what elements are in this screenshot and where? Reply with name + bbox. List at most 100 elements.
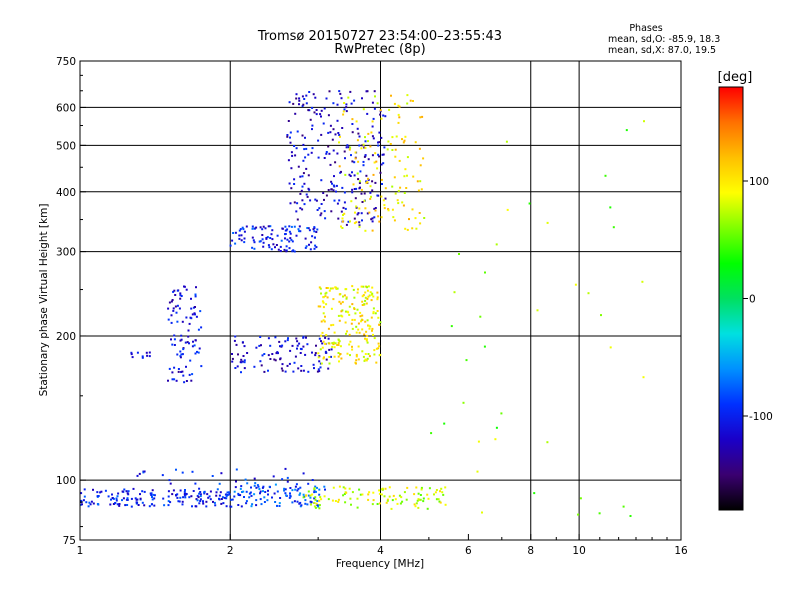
data-point bbox=[238, 234, 241, 237]
data-point bbox=[301, 105, 304, 108]
data-point bbox=[298, 97, 301, 100]
data-point bbox=[194, 339, 197, 342]
data-point bbox=[404, 168, 407, 171]
data-point bbox=[341, 220, 344, 223]
data-point bbox=[390, 507, 393, 510]
data-point bbox=[176, 493, 179, 496]
data-point bbox=[546, 221, 549, 224]
data-point bbox=[316, 504, 319, 506]
data-point bbox=[399, 186, 402, 189]
data-point bbox=[263, 370, 266, 373]
data-point bbox=[377, 347, 380, 350]
data-point bbox=[643, 120, 645, 123]
data-point bbox=[191, 470, 194, 473]
data-point bbox=[360, 285, 363, 288]
data-point bbox=[187, 329, 190, 332]
data-point bbox=[299, 207, 302, 210]
data-point bbox=[344, 288, 347, 291]
data-point bbox=[372, 499, 375, 502]
data-point bbox=[438, 500, 441, 503]
data-point bbox=[142, 471, 145, 474]
data-point bbox=[346, 352, 349, 355]
data-point bbox=[234, 367, 237, 369]
data-point bbox=[345, 297, 348, 300]
data-point bbox=[180, 295, 183, 297]
data-point bbox=[115, 499, 118, 502]
data-point bbox=[353, 222, 356, 225]
data-point bbox=[384, 115, 387, 118]
data-point bbox=[340, 97, 343, 100]
data-point bbox=[302, 335, 305, 338]
data-point bbox=[358, 144, 361, 147]
data-point bbox=[367, 158, 370, 161]
data-point bbox=[304, 353, 307, 356]
data-point bbox=[367, 285, 370, 288]
data-point bbox=[318, 507, 321, 510]
data-point bbox=[262, 245, 265, 248]
data-point bbox=[323, 356, 325, 359]
data-point bbox=[369, 325, 372, 328]
data-point bbox=[320, 203, 323, 205]
data-point bbox=[179, 356, 182, 359]
data-point bbox=[305, 94, 308, 97]
data-point bbox=[384, 487, 387, 490]
data-point bbox=[251, 503, 254, 506]
data-point bbox=[345, 332, 347, 335]
data-point bbox=[337, 352, 340, 354]
data-point bbox=[231, 498, 234, 501]
data-point bbox=[350, 322, 353, 325]
data-point bbox=[332, 102, 335, 105]
data-point bbox=[360, 320, 362, 323]
data-point bbox=[269, 358, 272, 360]
data-point bbox=[297, 165, 300, 168]
data-point bbox=[428, 487, 431, 490]
data-point bbox=[176, 320, 179, 323]
data-point bbox=[314, 244, 317, 247]
data-point bbox=[353, 318, 356, 321]
data-point bbox=[296, 344, 299, 347]
data-point bbox=[362, 164, 365, 167]
data-point bbox=[354, 157, 357, 160]
data-point bbox=[152, 493, 155, 496]
data-point bbox=[349, 146, 352, 149]
data-point bbox=[309, 496, 312, 499]
data-point bbox=[419, 180, 422, 183]
data-point bbox=[349, 497, 352, 500]
data-point bbox=[130, 505, 133, 508]
data-point bbox=[380, 117, 383, 120]
data-point bbox=[401, 500, 404, 503]
data-point bbox=[293, 250, 296, 253]
data-point bbox=[240, 358, 243, 361]
data-point bbox=[199, 493, 202, 496]
data-point bbox=[376, 310, 379, 312]
data-point bbox=[293, 178, 296, 181]
data-point bbox=[318, 504, 321, 507]
data-point bbox=[332, 323, 335, 326]
data-point bbox=[377, 153, 380, 156]
data-point bbox=[301, 175, 304, 178]
data-point bbox=[366, 289, 369, 292]
data-point bbox=[340, 225, 342, 228]
data-point bbox=[462, 401, 465, 404]
data-point bbox=[371, 135, 374, 138]
data-point bbox=[80, 499, 83, 502]
data-point bbox=[279, 497, 282, 499]
data-point bbox=[372, 173, 375, 176]
data-point bbox=[290, 238, 293, 241]
data-point bbox=[330, 180, 333, 183]
data-point bbox=[271, 238, 274, 241]
data-point bbox=[253, 241, 256, 244]
data-point bbox=[376, 291, 379, 294]
data-point bbox=[398, 116, 401, 119]
data-point bbox=[298, 103, 300, 106]
data-point bbox=[266, 499, 269, 502]
data-point bbox=[167, 495, 170, 498]
data-point bbox=[494, 438, 497, 441]
data-point bbox=[342, 214, 344, 216]
data-point bbox=[365, 338, 368, 341]
data-point bbox=[263, 501, 266, 503]
data-point bbox=[364, 229, 367, 232]
data-point bbox=[150, 492, 153, 495]
data-point bbox=[371, 286, 374, 289]
data-point bbox=[151, 498, 154, 501]
